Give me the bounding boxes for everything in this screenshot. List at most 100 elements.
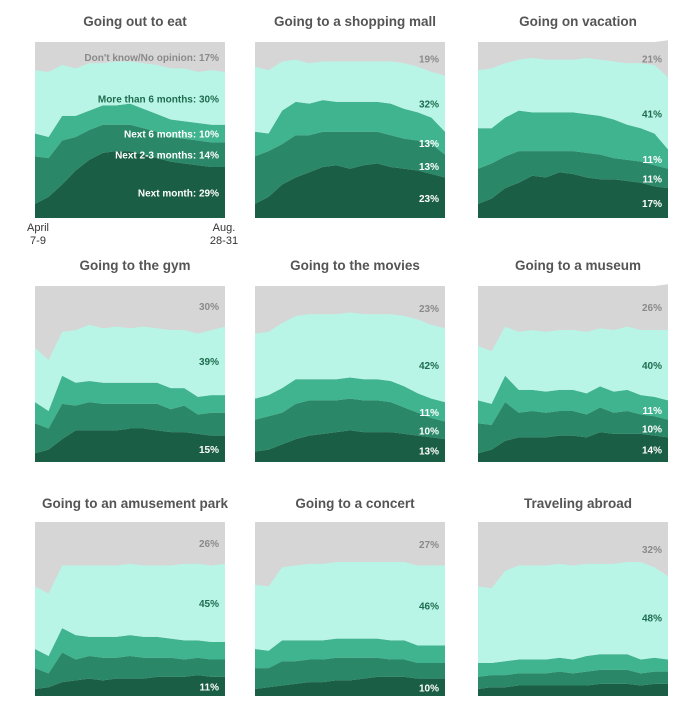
area-more-than-6-months [478,326,668,404]
end-label-next-month: 14% [642,446,662,457]
x-axis-end-label: Aug. 28-31 [200,222,248,248]
end-label-next-6-months: 11% [643,406,663,417]
chart-title: Going to the gym [79,258,191,273]
area-next-month [255,676,445,696]
end-label-next-month: Next month: 29% [138,188,219,199]
end-label-no-opinion: 21% [642,55,662,66]
chart-title: Going to a concert [295,496,415,511]
area-next-2-3-months [255,398,445,452]
end-label-next-2-3-months: 13% [419,162,439,173]
area-next-6-months [478,375,668,426]
end-label-more-than-6-months: 39% [199,357,219,368]
area-no-opinion [35,522,225,594]
area-next-2-3-months [35,402,225,454]
area-next-2-3-months [255,657,445,690]
chart-title: Going to a shopping mall [274,14,436,29]
area-next-2-3-months [478,402,668,454]
area-next-6-months [255,377,445,422]
area-next-2-3-months [255,131,445,204]
x-axis-end-line2: 28-31 [209,235,239,247]
end-label-next-month: 11% [200,682,220,693]
area-chart: 17% 11% 11% 41% 21% [478,40,668,218]
area-next-6-months [255,638,445,669]
x-axis-start-line1: April [26,222,49,234]
area-next-month [35,675,225,696]
area-more-than-6-months [255,59,445,134]
area-next-2-3-months [478,669,668,690]
chart-title: Going to an amusement park [41,496,229,511]
end-label-more-than-6-months: 45% [199,599,219,610]
end-label-no-opinion: Don't know/No opinion: 17% [84,53,219,64]
area-chart: 13% 10% 11% 42% 23% [255,286,445,462]
area-next-month [255,430,445,462]
chart-title: Going out to eat [83,14,187,29]
end-label-no-opinion: 30% [199,302,219,313]
area-more-than-6-months [255,312,445,403]
area-more-than-6-months [478,562,668,663]
area-next-month [478,172,668,218]
area-next-2-3-months [35,124,225,204]
end-label-next-6-months: 11% [420,408,440,419]
end-label-more-than-6-months: 46% [419,602,439,613]
end-label-no-opinion: 26% [199,539,219,550]
end-label-no-opinion: 32% [642,545,662,556]
area-chart: Next month: 29% Next 2-3 months: 14% Next … [35,42,225,218]
area-next-6-months [478,110,668,169]
end-label-no-opinion: 27% [419,540,439,551]
area-no-opinion [255,522,445,587]
end-label-next-2-3-months: 10% [419,426,439,437]
end-label-more-than-6-months: 40% [642,361,662,372]
end-label-next-month: 15% [199,445,219,456]
area-no-opinion [478,284,668,352]
end-label-more-than-6-months: 42% [419,361,439,372]
area-next-6-months [35,375,225,429]
area-no-opinion [35,42,225,72]
end-label-next-6-months: 13% [419,139,439,150]
area-chart: 48% 32% [478,522,668,696]
area-no-opinion [478,40,668,78]
area-more-than-6-months [478,57,668,150]
end-label-next-month: 17% [642,199,662,210]
chart-title: Traveling abroad [523,496,633,511]
end-label-next-2-3-months: Next 2-3 months: 14% [115,151,219,162]
area-chart: 14% 10% 11% 40% 26% [478,284,668,462]
area-more-than-6-months [255,562,445,651]
area-no-opinion [478,522,668,589]
end-label-next-2-3-months: 11% [643,174,663,185]
chart-title: Going to the movies [290,258,420,273]
area-next-6-months [478,654,668,677]
end-label-more-than-6-months: 41% [642,109,662,120]
area-next-month [478,432,668,462]
area-more-than-6-months [35,61,225,138]
area-next-2-3-months [35,652,225,690]
area-more-than-6-months [35,563,225,656]
end-label-more-than-6-months: More than 6 months: 30% [98,94,219,105]
area-no-opinion [35,286,225,360]
area-more-than-6-months [35,324,225,411]
chart-title: Going on vacation [519,14,637,29]
area-no-opinion [255,286,445,334]
area-no-opinion [255,42,445,76]
area-next-6-months [35,628,225,674]
area-chart: 10% 46% 27% [255,522,445,696]
area-chart: 15% 39% 30% [35,286,225,462]
x-axis-start-line2: 7-9 [30,235,46,247]
end-label-more-than-6-months: 32% [419,100,439,111]
chart-title: Going to a museum [514,258,641,273]
end-label-no-opinion: 19% [419,55,439,66]
end-label-more-than-6-months: 48% [642,614,662,625]
x-axis-end-line1: Aug. [212,222,236,234]
area-next-month [35,151,225,218]
area-chart: 23% 13% 13% 32% 19% [255,42,445,218]
end-label-next-month: 10% [419,683,439,694]
x-axis-start-label: April 7-9 [18,222,58,248]
area-next-2-3-months [478,151,668,204]
end-label-next-6-months: Next 6 months: 10% [124,130,219,141]
area-next-month [255,163,445,218]
area-next-6-months [35,103,225,159]
end-label-next-month: 13% [419,447,439,458]
end-label-next-6-months: 11% [643,155,663,166]
area-next-month [35,428,225,462]
end-label-next-2-3-months: 10% [642,425,662,436]
end-label-no-opinion: 26% [642,303,662,314]
